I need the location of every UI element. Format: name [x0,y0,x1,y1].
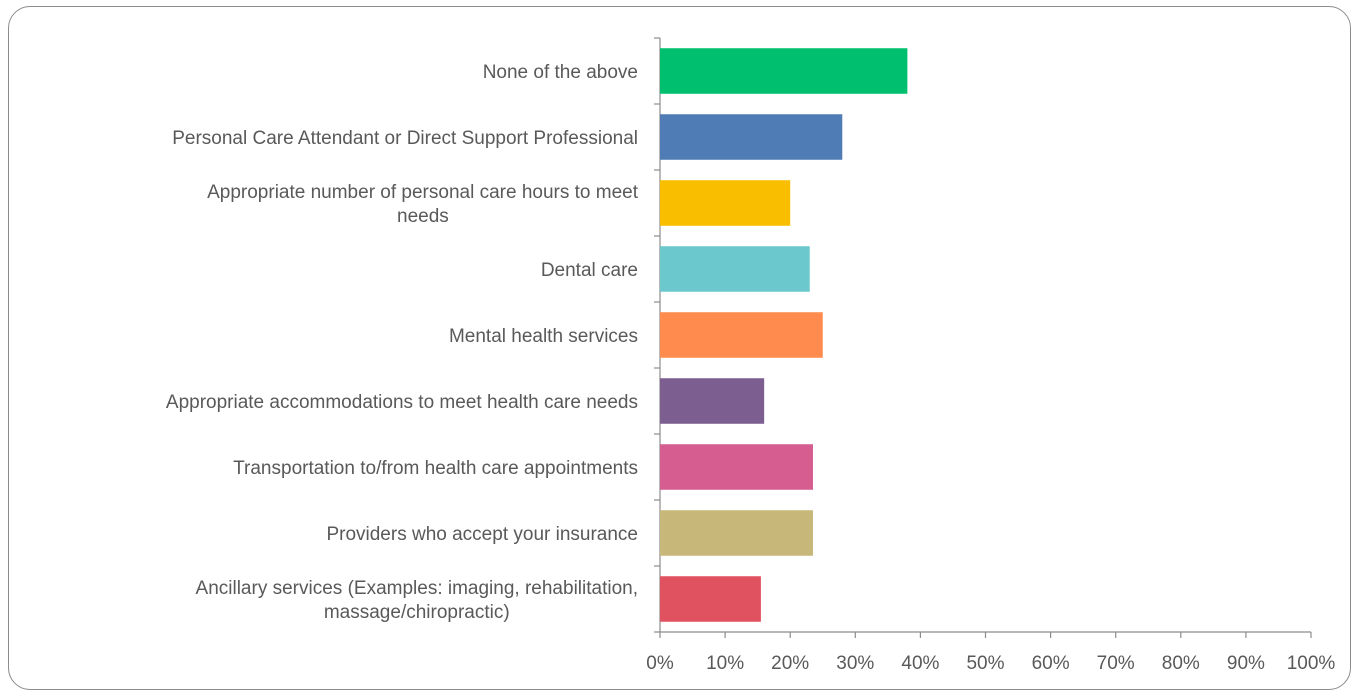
category-label: Transportation to/from health care appoi… [233,458,638,479]
bar [660,378,765,424]
x-tick-label: 20% [771,653,809,674]
x-tick-label: 100% [1287,653,1336,674]
bar [660,312,823,358]
category-label: Mental health services [449,326,638,347]
x-tick-label: 10% [706,653,744,674]
category-label: Dental care [541,260,638,281]
x-tick-label: 0% [646,653,674,674]
x-tick-labels: 0% 10% 20% 30% 40% 50% 60% 70% 80% 90% 100% [646,653,1335,674]
category-label: Appropriate number of personal care hour… [207,182,639,203]
category-label: None of the above [483,62,638,83]
x-tick-label: 80% [1162,653,1200,674]
category-label: Personal Care Attendant or Direct Suppor… [172,128,638,149]
x-tick-label: 30% [836,653,874,674]
bar [660,444,813,490]
bar [660,246,810,292]
bar [660,576,761,622]
x-tick-label: 90% [1227,653,1265,674]
category-label: Ancillary services (Examples: imaging, r… [196,578,638,599]
bar [660,48,908,94]
category-label: Providers who accept your insurance [326,524,638,545]
bar [660,180,791,226]
x-tick-label: 60% [1032,653,1070,674]
category-label: needs [397,206,449,227]
category-label: massage/chiropractic) [324,602,510,623]
bar [660,510,813,556]
x-tick-label: 40% [901,653,939,674]
bar [660,114,843,160]
category-label: Appropriate accommodations to meet healt… [166,392,638,413]
x-tick-label: 50% [966,653,1004,674]
bars [660,48,908,622]
x-tick-label: 70% [1097,653,1135,674]
category-labels: None of the above Personal Care Attendant… [166,62,639,623]
